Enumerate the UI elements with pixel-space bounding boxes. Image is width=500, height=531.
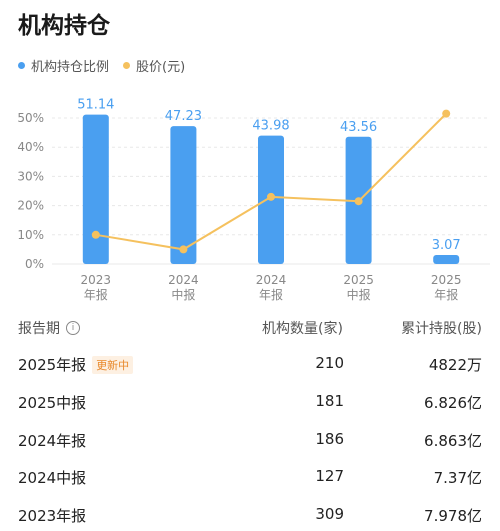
bar: [433, 255, 460, 264]
x-tick-label: 2025: [343, 273, 374, 287]
x-tick-label: 中报: [171, 287, 195, 302]
legend-item-stock-price[interactable]: 股价(元): [123, 56, 185, 75]
table-row[interactable]: 2023年报 309 7.978亿: [18, 505, 482, 529]
row-period: 2024中报: [18, 469, 87, 487]
row-shares: 7.978亿: [424, 507, 482, 525]
x-tick-label: 2025: [431, 273, 462, 287]
y-tick-label: 50%: [17, 111, 44, 125]
chart-legend: 机构持仓比例 股价(元): [18, 56, 199, 75]
row-shares: 6.826亿: [424, 394, 482, 412]
price-point: [91, 230, 100, 239]
bar: [82, 114, 109, 264]
holding-chart: 50% 40% 30% 20% 10% 0% 51.14 47.23 43.98 43.56 3.0…: [17, 98, 490, 302]
info-icon[interactable]: i: [66, 321, 80, 335]
header-institution-count: 机构数量(家): [262, 321, 343, 337]
price-point: [442, 109, 451, 118]
x-tick-label: 2024: [168, 273, 199, 287]
bar: [170, 126, 197, 264]
x-tick-label: 2023: [81, 273, 112, 287]
legend-dot-icon: [123, 62, 131, 69]
row-shares: 7.37亿: [433, 469, 482, 487]
x-tick-label: 中报: [347, 287, 371, 302]
price-point: [179, 245, 188, 254]
table-row[interactable]: 2025中报 181 6.826亿: [18, 392, 482, 416]
legend-item-holding-ratio[interactable]: 机构持仓比例: [18, 56, 109, 75]
legend-label: 机构持仓比例: [31, 60, 110, 75]
legend-label: 股价(元): [136, 60, 186, 75]
table-row[interactable]: 2025年报 更新中 210 4822万: [18, 354, 482, 378]
table-row[interactable]: 2024年报 186 6.863亿: [18, 430, 482, 454]
page-title: 机构持仓: [18, 13, 110, 39]
price-point: [267, 192, 275, 201]
price-point: [354, 197, 363, 206]
table-header: 报告期 i 机构数量(家) 累计持股(股): [18, 318, 482, 338]
row-count: 181: [315, 392, 344, 410]
row-period: 2025年报: [18, 356, 87, 374]
row-shares: 4822万: [428, 356, 482, 374]
bar-value-label: 51.14: [77, 98, 114, 113]
header-period: 报告期: [18, 321, 60, 337]
row-count: 309: [315, 505, 344, 523]
y-tick-label: 40%: [17, 140, 44, 154]
y-tick-label: 20%: [17, 199, 44, 213]
table-row[interactable]: 2024中报 127 7.37亿: [18, 467, 482, 491]
row-count: 210: [315, 354, 344, 372]
x-tick-label: 年报: [84, 287, 108, 302]
row-period: 2024年报: [18, 432, 87, 450]
y-tick-label: 10%: [17, 228, 44, 242]
legend-dot-icon: [18, 62, 25, 69]
header-total-shares: 累计持股(股): [401, 321, 482, 337]
bar-value-label: 43.56: [340, 120, 377, 135]
row-period: 2023年报: [18, 507, 87, 525]
bar-value-label: 47.23: [165, 109, 202, 124]
x-tick-label: 2024: [256, 273, 287, 287]
row-count: 186: [315, 430, 344, 448]
row-count: 127: [315, 467, 344, 485]
bar-value-label: 3.07: [432, 238, 461, 253]
status-badge: 更新中: [92, 355, 134, 374]
row-period: 2025中报: [18, 394, 87, 412]
row-shares: 6.863亿: [424, 432, 482, 450]
x-tick-label: 年报: [434, 287, 458, 302]
x-tick-label: 年报: [259, 287, 283, 302]
bar-value-label: 43.98: [252, 119, 289, 134]
y-tick-label: 0%: [25, 257, 44, 271]
y-tick-label: 30%: [17, 169, 44, 183]
